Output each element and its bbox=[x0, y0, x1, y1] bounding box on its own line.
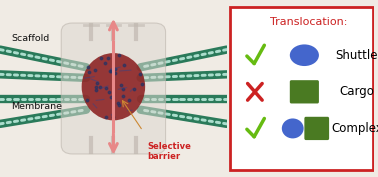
Ellipse shape bbox=[282, 118, 304, 138]
Text: Cargo: Cargo bbox=[339, 85, 374, 98]
Text: Scaffold: Scaffold bbox=[11, 35, 50, 43]
Text: Complex: Complex bbox=[331, 122, 378, 135]
Ellipse shape bbox=[82, 53, 145, 120]
Text: Membrane: Membrane bbox=[11, 102, 62, 111]
FancyBboxPatch shape bbox=[290, 80, 319, 104]
Text: Shuttle: Shuttle bbox=[336, 49, 378, 62]
Text: Selective
barrier: Selective barrier bbox=[147, 142, 191, 161]
Text: Translocation:: Translocation: bbox=[270, 17, 347, 27]
FancyBboxPatch shape bbox=[304, 117, 329, 140]
FancyBboxPatch shape bbox=[61, 23, 166, 154]
Ellipse shape bbox=[290, 44, 319, 66]
FancyBboxPatch shape bbox=[230, 7, 373, 170]
